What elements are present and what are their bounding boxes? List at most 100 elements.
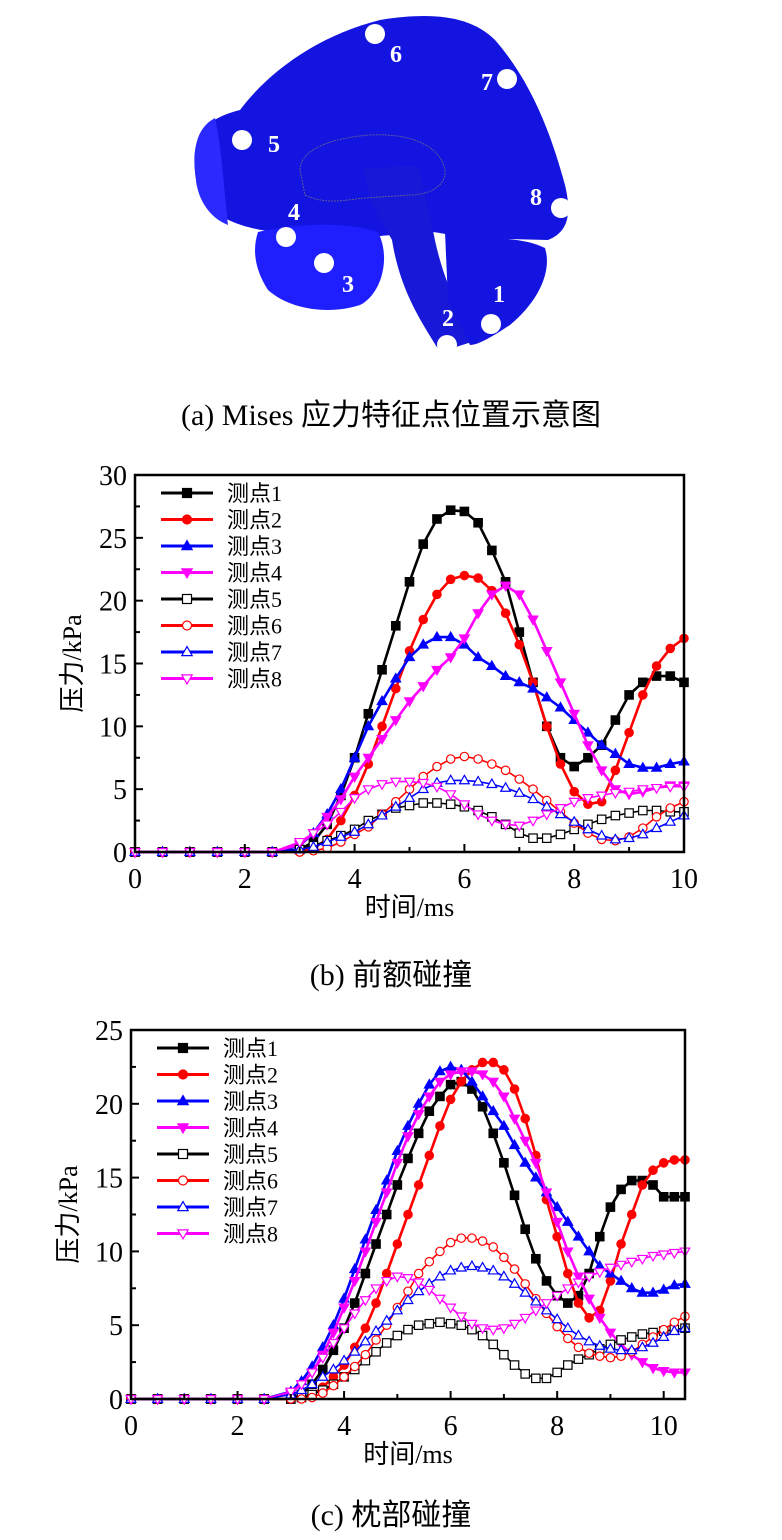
data-point [657, 1283, 670, 1294]
data-point [573, 1298, 584, 1308]
data-point [417, 638, 430, 649]
data-point [444, 653, 457, 664]
data-point [568, 797, 581, 808]
point-label-5: 5 [268, 132, 280, 158]
data-point [381, 1268, 392, 1279]
data-point [636, 828, 649, 839]
data-point [513, 676, 526, 687]
data-point [624, 727, 634, 738]
data-point [466, 1319, 478, 1330]
x-axis: 0 2 4 6 8 10 时间/ms [128, 844, 698, 922]
data-point [582, 741, 594, 752]
point-marker-7 [497, 69, 517, 89]
data-point [555, 759, 566, 769]
point-marker-5 [232, 130, 252, 150]
data-point [458, 800, 471, 811]
data-point [444, 1070, 457, 1081]
legend-marker [176, 1094, 190, 1106]
data-point [638, 805, 648, 816]
data-point [476, 1070, 489, 1081]
data-point [488, 1242, 499, 1252]
point-label-3: 3 [342, 272, 354, 298]
legend-marker [181, 487, 193, 499]
y-tick-label: 5 [109, 1311, 123, 1342]
data-point [540, 1304, 553, 1315]
data-point [637, 1180, 648, 1190]
data-point [509, 1360, 520, 1370]
data-point [370, 1217, 382, 1229]
data-point [498, 1092, 510, 1103]
data-point [605, 1352, 616, 1363]
data-point [473, 754, 483, 764]
data-point [499, 1158, 509, 1168]
data-point [477, 1057, 488, 1068]
series-8 [125, 1247, 691, 1406]
x-tick-label: 6 [444, 1411, 458, 1442]
data-point [552, 1321, 562, 1332]
data-point [554, 701, 567, 712]
data-point [604, 1263, 617, 1274]
data-point [561, 1321, 574, 1333]
point-marker-8 [551, 198, 571, 218]
x-axis-label: 时间/ms [365, 893, 455, 922]
data-point [610, 810, 621, 821]
data-point [596, 814, 607, 825]
data-point [423, 1078, 436, 1089]
data-point [540, 1188, 553, 1199]
data-point [413, 1268, 424, 1279]
data-point [664, 757, 677, 768]
data-point [625, 1282, 638, 1293]
legend-label: 测点1 [223, 1036, 278, 1061]
data-point [403, 697, 416, 708]
point-label-4: 4 [288, 200, 300, 226]
data-point [604, 1328, 617, 1339]
chart-frontal-impact: 0 2 4 6 8 10时间/ms051015202530压力/kPa测点1测点2测点3测… [58, 461, 698, 922]
data-point [500, 608, 511, 619]
data-point [402, 1274, 414, 1285]
cerebrum-shape [194, 16, 569, 241]
data-point [389, 777, 402, 788]
legend-label: 测点8 [223, 1222, 278, 1247]
y-tick-label: 15 [95, 1164, 123, 1195]
data-point [594, 1351, 605, 1361]
data-point [513, 821, 526, 832]
caption-a: (a) Mises 应力特征点位置示意图 [181, 399, 601, 432]
data-point [609, 833, 622, 844]
x-tick-label: 4 [337, 1411, 351, 1442]
point-marker-1 [481, 314, 501, 334]
legend-item: 测点6 [157, 1169, 278, 1194]
data-point [321, 812, 334, 824]
data-point [583, 1272, 595, 1283]
data-point [529, 1158, 542, 1170]
data-point [380, 1276, 393, 1288]
data-point [583, 1294, 595, 1305]
data-point [444, 630, 457, 642]
data-point [404, 577, 415, 587]
data-point [541, 1373, 552, 1384]
legend-label: 测点6 [227, 614, 282, 639]
data-point [476, 1324, 489, 1335]
data-point [445, 1237, 456, 1248]
data-point [455, 1312, 468, 1323]
data-point [657, 1366, 670, 1378]
legend-item: 测点8 [157, 1222, 278, 1247]
data-point [432, 761, 442, 772]
data-point [488, 1128, 499, 1139]
data-point [623, 831, 635, 843]
cerebrum-side [194, 118, 228, 225]
data-point [541, 1276, 552, 1286]
legend-marker [177, 1042, 189, 1054]
data-point [431, 630, 443, 642]
caption-c: (c) 枕部碰撞 [310, 1499, 472, 1532]
data-point [519, 1156, 532, 1167]
data-point [541, 721, 552, 732]
series-7 [129, 774, 690, 856]
data-point [459, 570, 470, 581]
data-point [527, 682, 539, 693]
legend-label: 测点2 [223, 1063, 278, 1088]
data-point [647, 1251, 659, 1263]
data-point [657, 1330, 670, 1341]
data-point [615, 1274, 627, 1285]
data-point [636, 1286, 649, 1297]
data-point [569, 786, 579, 797]
